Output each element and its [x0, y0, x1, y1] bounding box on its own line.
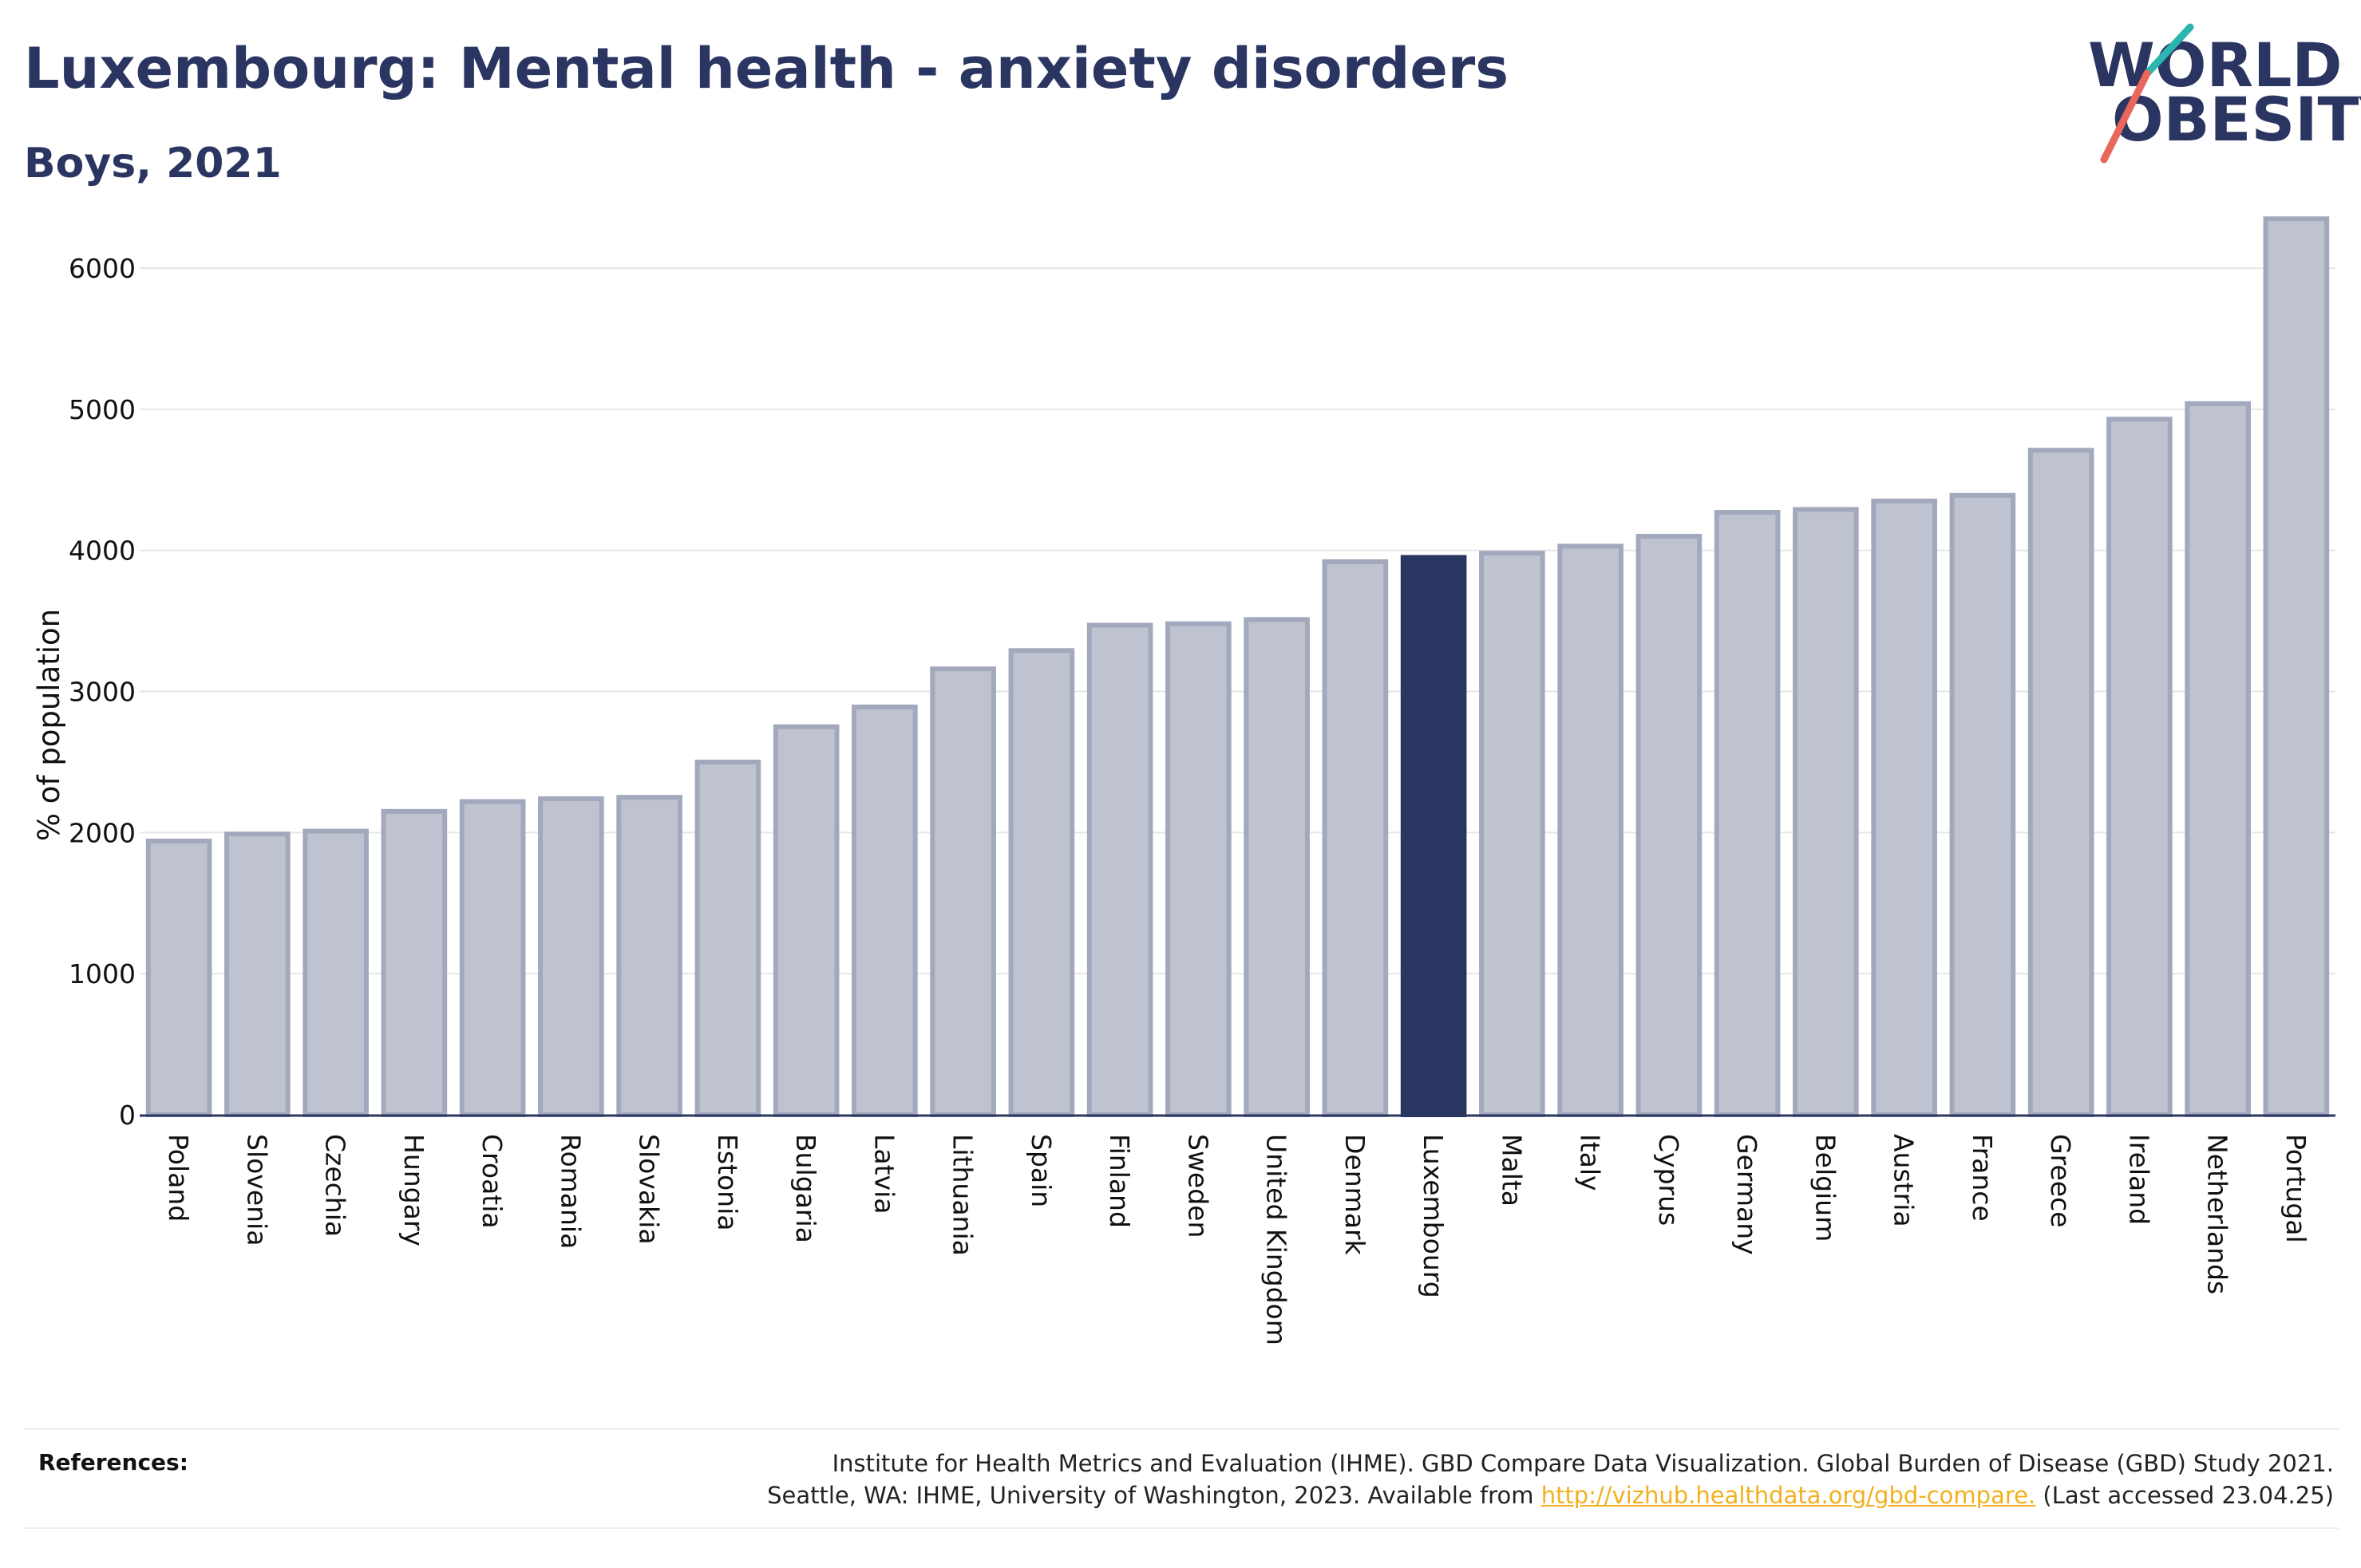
world-obesity-logo: WORLD OBESITY [2088, 23, 2361, 164]
x-tick-label: United Kingdom [1261, 1134, 1292, 1345]
x-tick-label: France [1967, 1134, 1998, 1222]
x-tick-label: Denmark [1339, 1134, 1370, 1256]
y-tick-label: 1000 [69, 958, 136, 989]
bar [1557, 543, 1623, 1117]
x-tick-label: Spain [1026, 1134, 1057, 1207]
y-tick-label: 5000 [69, 394, 136, 425]
bar [1165, 621, 1232, 1117]
bar [930, 666, 996, 1117]
x-tick-label: Greece [2045, 1134, 2076, 1227]
x-axis-categories: Poland Slovenia Czechia Hungary Croatia Roman… [163, 1134, 2312, 1345]
bar [694, 759, 761, 1117]
references-line2-prefix: Seattle, WA: IHME, University of Washing… [767, 1482, 1541, 1509]
y-tick-label: 2000 [69, 817, 136, 848]
x-tick-label: Croatia [477, 1134, 508, 1229]
bars [145, 216, 2330, 1118]
x-tick-label: Lithuania [947, 1134, 979, 1256]
bar [145, 838, 212, 1118]
y-tick-label: 3000 [69, 677, 136, 708]
bar [773, 724, 840, 1117]
x-tick-label: Belgium [1809, 1134, 1841, 1242]
x-tick-label: Estonia [712, 1134, 743, 1230]
bar [2185, 401, 2251, 1117]
references-line2: Seattle, WA: IHME, University of Washing… [767, 1479, 2334, 1511]
bar [1635, 534, 1703, 1117]
bar [1479, 551, 1545, 1117]
bar [616, 795, 682, 1118]
bar [1949, 492, 2016, 1117]
bar [2106, 417, 2173, 1117]
x-tick-label: Hungary [398, 1134, 429, 1246]
x-tick-label: Austria [1888, 1134, 1920, 1227]
bar [2263, 216, 2330, 1117]
y-axis-ticks: 0 1000 2000 3000 4000 5000 6000 [69, 253, 136, 1131]
logo-slash-coral [2100, 69, 2151, 164]
logo-line1: WORLD [2088, 30, 2342, 101]
references-link[interactable]: http://vizhub.healthdata.org/gbd-compare… [1540, 1482, 2036, 1509]
logo-line2: OBESITY [2112, 84, 2361, 155]
x-tick-label: Slovenia [241, 1134, 272, 1246]
bar [1871, 498, 1937, 1117]
bar [1086, 622, 1153, 1117]
bar [459, 799, 526, 1117]
bar [1008, 648, 1075, 1117]
x-tick-label: Portugal [2280, 1134, 2312, 1243]
bar-highlighted [1400, 555, 1467, 1117]
x-tick-label: Poland [163, 1134, 194, 1222]
bar [1322, 559, 1389, 1117]
x-tick-label: Bulgaria [790, 1134, 821, 1243]
page-title: Luxembourg: Mental health - anxiety diso… [24, 36, 1509, 101]
bar [2027, 448, 2094, 1117]
x-tick-label: Finland [1104, 1134, 1135, 1228]
y-axis-label: % of population [32, 609, 66, 841]
x-tick-label: Cyprus [1653, 1134, 1684, 1226]
x-tick-label: Malta [1496, 1134, 1527, 1207]
y-tick-label: 4000 [69, 535, 136, 567]
x-tick-label: Luxembourg [1418, 1134, 1449, 1298]
references-line2-suffix: (Last accessed 23.04.25) [2035, 1482, 2334, 1509]
y-tick-label: 0 [119, 1100, 136, 1131]
bar [1793, 507, 1859, 1117]
logo-slash-teal [2143, 23, 2194, 77]
chart-subtitle: Boys, 2021 [24, 140, 282, 188]
bar [381, 808, 448, 1117]
bar [538, 796, 604, 1117]
x-tick-label: Slovakia [634, 1134, 665, 1245]
x-tick-label: Latvia [868, 1134, 900, 1214]
bar [1244, 617, 1310, 1117]
references-text: Institute for Health Metrics and Evaluat… [767, 1448, 2334, 1511]
bar [224, 831, 291, 1118]
bar [303, 828, 369, 1117]
x-tick-label: Romania [555, 1134, 586, 1249]
bar [1714, 509, 1781, 1117]
references-panel: References: Institute for Health Metrics… [24, 1428, 2339, 1529]
y-tick-label: 6000 [69, 253, 136, 284]
x-tick-label: Czechia [320, 1134, 351, 1237]
x-tick-label: Netherlands [2202, 1134, 2233, 1294]
references-label: References: [38, 1449, 188, 1475]
x-tick-label: Sweden [1182, 1134, 1213, 1238]
references-line1: Institute for Health Metrics and Evaluat… [832, 1450, 2334, 1477]
x-tick-label: Ireland [2123, 1134, 2154, 1225]
x-tick-label: Italy [1575, 1134, 1606, 1191]
x-tick-label: Germany [1731, 1134, 1762, 1255]
bar [852, 704, 918, 1118]
